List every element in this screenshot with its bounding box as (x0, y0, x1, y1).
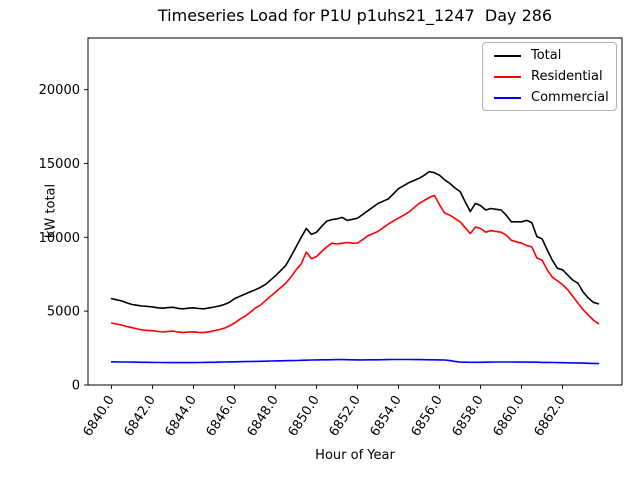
chart-title: Timeseries Load for P1U p1uhs21_1247 Day… (157, 6, 553, 25)
y-tick-label: 0 (72, 379, 80, 394)
x-tick-label: 6848.0 (245, 393, 282, 439)
x-tick-label: 6844.0 (163, 393, 200, 439)
legend-item-total: Total (483, 45, 616, 66)
x-axis-label: Hour of Year (315, 448, 395, 463)
x-tick-label: 6862.0 (532, 393, 569, 439)
axes-frame (87, 37, 623, 386)
x-tick-label: 6852.0 (327, 393, 364, 439)
commercial-line-swatch-icon (494, 96, 521, 99)
x-tick-label: 6850.0 (286, 393, 323, 439)
legend-label: Residential (531, 69, 603, 84)
y-tick-label: 10000 (39, 231, 80, 246)
y-tick-label: 20000 (39, 83, 80, 98)
legend-item-residential: Residential (483, 66, 616, 87)
x-tick-label: 6854.0 (368, 393, 405, 439)
series-line-commercial (110, 358, 600, 365)
y-tick-label: 5000 (47, 305, 80, 320)
x-tick-label: 6842.0 (122, 393, 159, 439)
x-tick-label: 6858.0 (450, 393, 487, 439)
x-tick-label: 6860.0 (491, 393, 528, 439)
x-tick-label: 6840.0 (81, 393, 118, 439)
legend-label: Total (531, 48, 562, 63)
residential-line-swatch-icon (494, 75, 521, 78)
legend-item-commercial: Commercial (483, 87, 616, 108)
x-tick-label: 6856.0 (409, 393, 446, 439)
series-line-total (110, 170, 600, 310)
x-tick-label: 6846.0 (204, 393, 241, 439)
series-line-residential (110, 194, 600, 334)
legend: Total Residential Commercial (482, 42, 617, 111)
total-line-swatch-icon (494, 54, 521, 57)
y-tick-label: 15000 (39, 157, 80, 172)
legend-label: Commercial (531, 90, 609, 105)
